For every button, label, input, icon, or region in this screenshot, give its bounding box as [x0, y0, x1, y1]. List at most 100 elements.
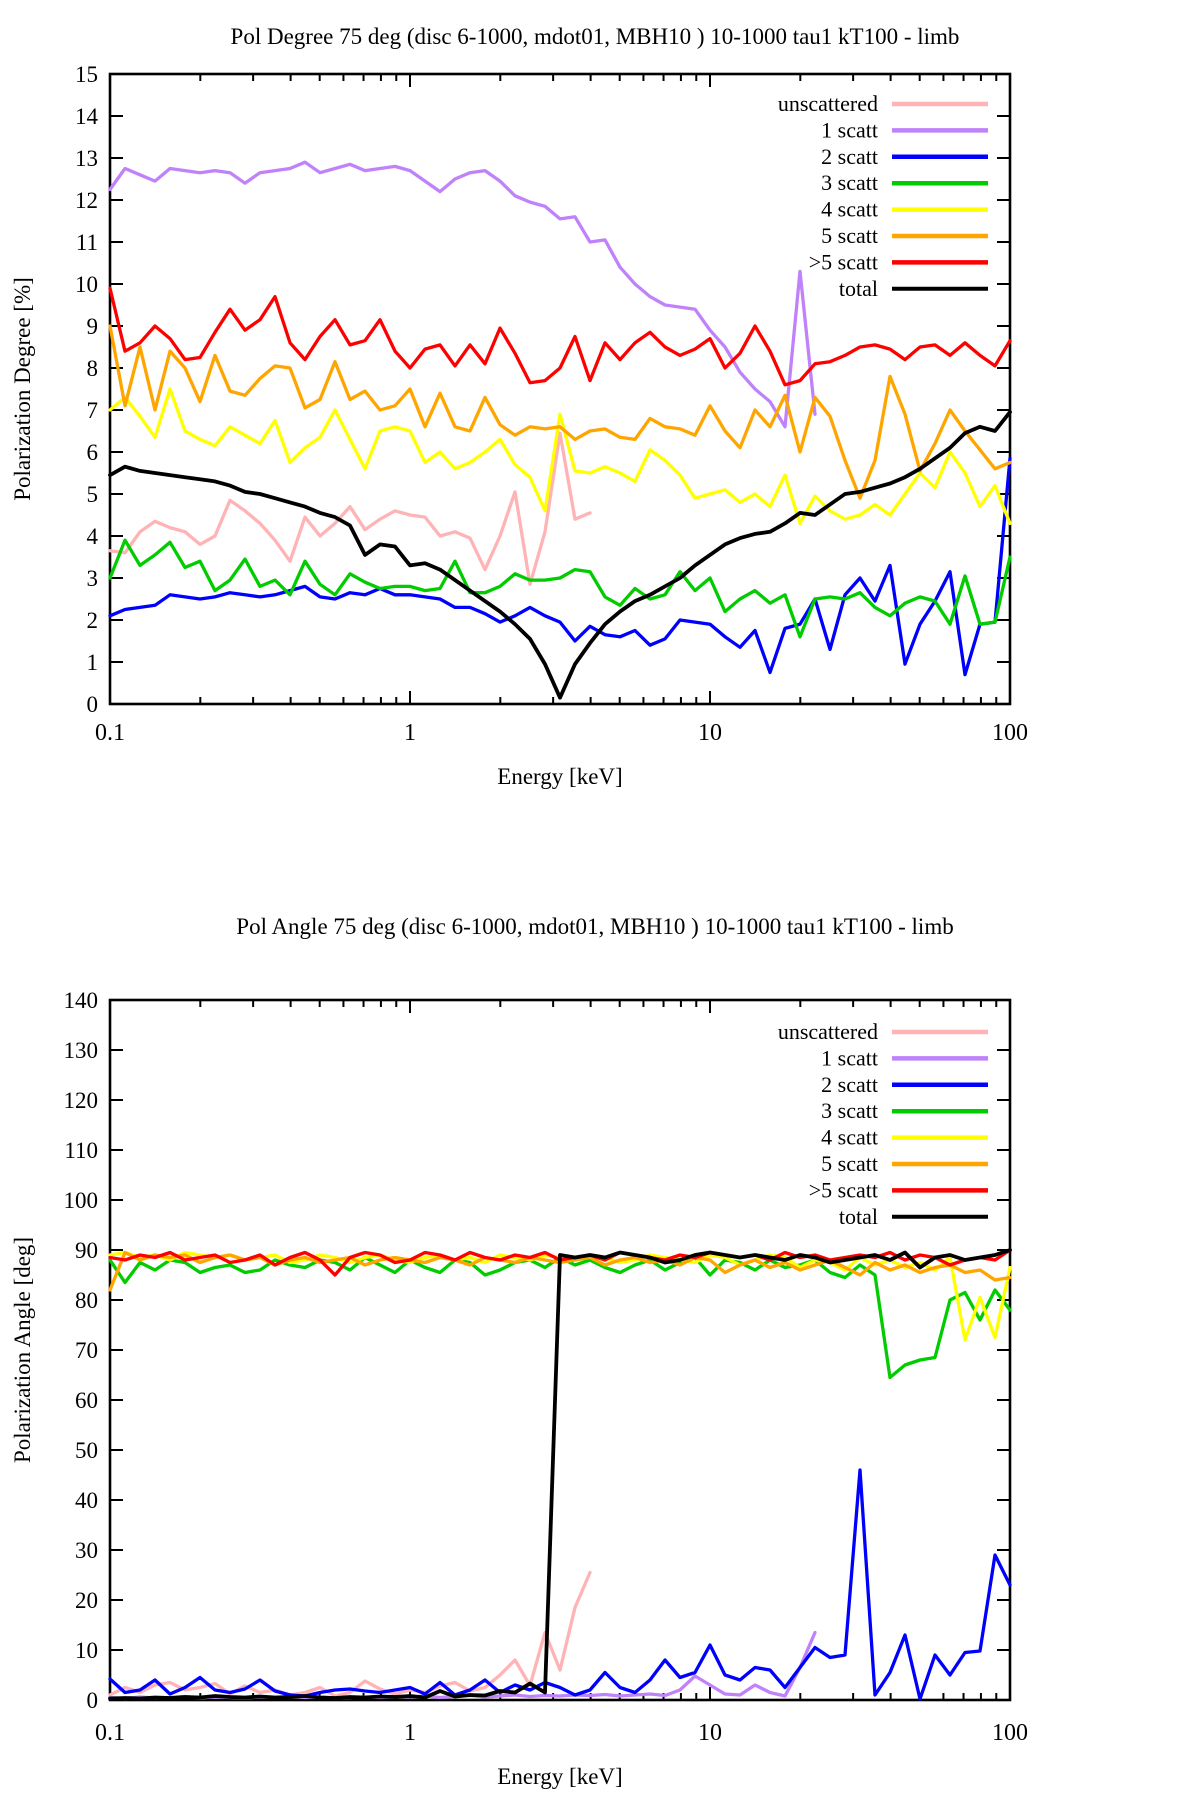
y-tick-label: 7: [87, 398, 99, 423]
y-tick-label: 140: [64, 988, 99, 1013]
y-tick-label: 110: [64, 1138, 98, 1163]
series-line-2-scatt: [108, 456, 1012, 677]
legend-item-unscattered: unscattered: [778, 1019, 988, 1044]
series-line-total: [108, 410, 1012, 700]
y-tick-label: 50: [75, 1438, 98, 1463]
legend-label: unscattered: [778, 91, 878, 116]
series-line-unscattered: [108, 1570, 592, 1698]
series-line-total: [108, 1248, 1012, 1701]
series-line-3-scatt: [108, 538, 1012, 639]
y-tick-label: 13: [75, 146, 98, 171]
x-tick-label: 0.1: [95, 720, 125, 746]
pol-angle-chart: Pol Angle 75 deg (disc 6-1000, mdot01, M…: [0, 900, 1200, 1800]
y-tick-label: 9: [87, 314, 99, 339]
legend-item-3-scatt: 3 scatt: [821, 170, 988, 195]
y-tick-label: 2: [87, 608, 99, 633]
legend-label: 3 scatt: [821, 170, 878, 195]
series-line-1-scatt: [108, 160, 817, 429]
y-tick-label: 6: [87, 440, 99, 465]
x-tick-label: 1: [404, 720, 416, 746]
y-tick-label: 30: [75, 1538, 98, 1563]
legend-label: 1 scatt: [821, 117, 878, 142]
legend-label: >5 scatt: [809, 1177, 878, 1202]
legend-item-1-scatt: 1 scatt: [821, 117, 988, 142]
legend-item-total: total: [839, 276, 988, 301]
legend-item->5-scatt: >5 scatt: [809, 1177, 988, 1202]
legend-label: total: [839, 1204, 878, 1229]
legend-item-4-scatt: 4 scatt: [821, 1125, 988, 1150]
legend-label: 3 scatt: [821, 1098, 878, 1123]
legend-item-2-scatt: 2 scatt: [821, 144, 988, 169]
y-axis-ticks: [110, 999, 1010, 1701]
legend-label: 2 scatt: [821, 144, 878, 169]
y-tick-label: 20: [75, 1588, 98, 1613]
y-tick-label: 40: [75, 1488, 98, 1513]
legend-label: >5 scatt: [809, 249, 878, 274]
chart-title-pol-degree: Pol Degree 75 deg (disc 6-1000, mdot01, …: [231, 24, 960, 49]
x-tick-label: 100: [992, 1720, 1028, 1746]
plot-frame: [108, 72, 1012, 706]
x-axis-label: Energy [keV]: [497, 764, 622, 789]
y-tick-label: 60: [75, 1388, 98, 1413]
y-tick-label: 11: [76, 230, 98, 255]
y-tick-label: 130: [64, 1038, 99, 1063]
x-tick-label: 1: [404, 1720, 416, 1746]
legend-item-4-scatt: 4 scatt: [821, 197, 988, 222]
y-tick-label: 10: [75, 1638, 98, 1663]
y-tick-label: 8: [87, 356, 99, 381]
series-line-2-scatt: [108, 1468, 1012, 1701]
legend-label: 4 scatt: [821, 197, 878, 222]
y-tick-label: 90: [75, 1238, 98, 1263]
y-axis-label: Polarization Angle [deg]: [10, 1237, 35, 1463]
y-tick-label: 100: [64, 1188, 99, 1213]
legend-item-unscattered: unscattered: [778, 91, 988, 116]
x-tick-label: 0.1: [95, 1720, 125, 1746]
x-tick-label: 10: [698, 1720, 722, 1746]
legend-label: 1 scatt: [821, 1045, 878, 1070]
pol-degree-svg: Pol Degree 75 deg (disc 6-1000, mdot01, …: [10, 24, 1028, 789]
legend-label: total: [839, 276, 878, 301]
series-line-5-scatt: [108, 324, 1012, 500]
series-line->5-scatt: [108, 286, 1012, 387]
x-axis-ticks: [109, 74, 1011, 704]
legend-label: 4 scatt: [821, 1125, 878, 1150]
y-tick-label: 10: [75, 272, 98, 297]
y-tick-label: 0: [87, 692, 99, 717]
pol-angle-plot: 0.1 1 10 1000102030405060708090100110120130…: [10, 988, 1028, 1789]
y-tick-label: 1: [87, 650, 99, 675]
y-axis-ticks: [110, 73, 1010, 705]
y-tick-label: 3: [87, 566, 99, 591]
legend-item-total: total: [839, 1204, 988, 1229]
y-tick-label: 15: [75, 62, 98, 87]
pol-degree-chart: Pol Degree 75 deg (disc 6-1000, mdot01, …: [10, 24, 1028, 789]
y-tick-label: 70: [75, 1338, 98, 1363]
y-tick-label: 120: [64, 1088, 99, 1113]
legend-item-3-scatt: 3 scatt: [821, 1098, 988, 1123]
x-tick-label: 10: [698, 720, 722, 746]
legend-item->5-scatt: >5 scatt: [809, 249, 988, 274]
x-axis-label: Energy [keV]: [497, 1764, 622, 1789]
chart-title-pol-angle: Pol Angle 75 deg (disc 6-1000, mdot01, M…: [236, 914, 953, 939]
legend-item-1-scatt: 1 scatt: [821, 1045, 988, 1070]
legend-label: 5 scatt: [821, 1151, 878, 1176]
y-tick-label: 80: [75, 1288, 98, 1313]
y-tick-label: 14: [75, 104, 99, 129]
pol-angle-svg: Pol Angle 75 deg (disc 6-1000, mdot01, M…: [10, 914, 1028, 1789]
x-tick-label: 100: [992, 720, 1028, 746]
y-tick-label: 0: [87, 1688, 99, 1713]
legend-item-5-scatt: 5 scatt: [821, 1151, 988, 1176]
legend-label: unscattered: [778, 1019, 878, 1044]
legend-item-5-scatt: 5 scatt: [821, 223, 988, 248]
y-tick-label: 12: [75, 188, 98, 213]
y-tick-label: 4: [87, 524, 99, 549]
y-tick-label: 5: [87, 482, 99, 507]
legend-label: 5 scatt: [821, 223, 878, 248]
legend-item-2-scatt: 2 scatt: [821, 1072, 988, 1097]
y-axis-label: Polarization Degree [%]: [10, 277, 35, 501]
series-line-4-scatt: [108, 387, 1012, 526]
legend-label: 2 scatt: [821, 1072, 878, 1097]
